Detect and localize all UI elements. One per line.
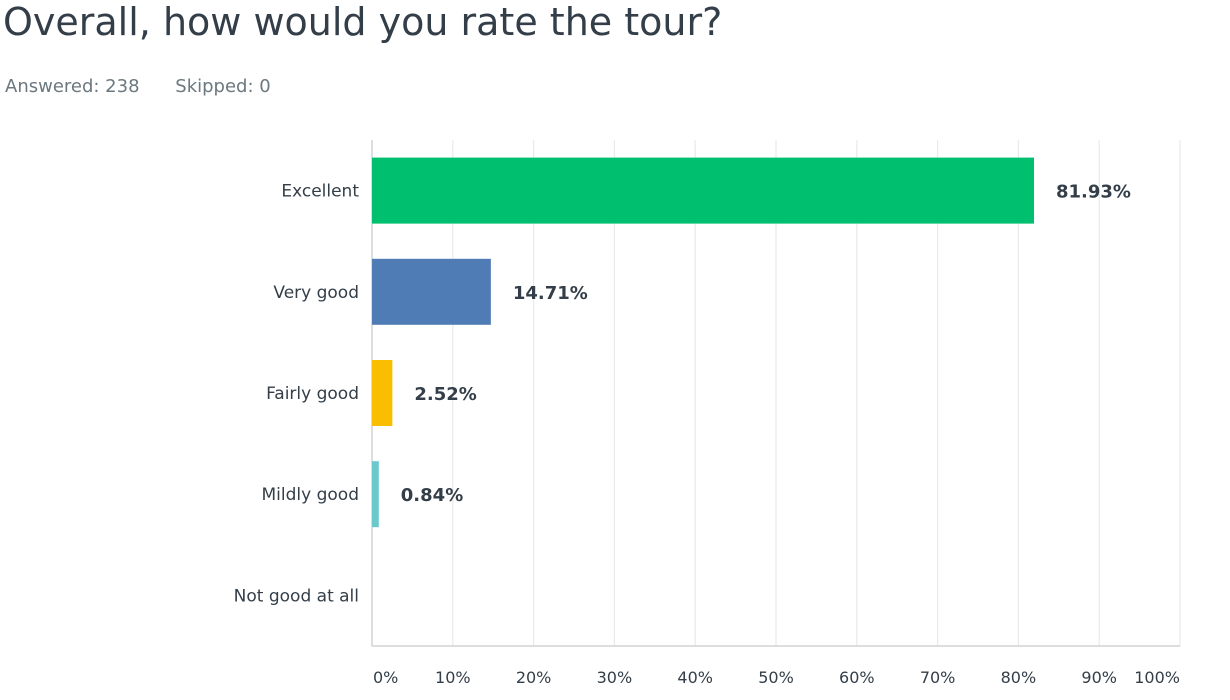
x-tick-label: 50% [758,668,794,687]
value-label: 0.84% [401,485,463,506]
category-label: Fairly good [266,384,359,404]
category-labels: Excellent Very good Fairly good Mildly good… [234,182,360,607]
bar-excellent[interactable] [372,157,1034,224]
x-tick-label: 60% [839,668,875,687]
category-label: Mildly good [262,485,359,505]
category-label: Very good [273,283,359,303]
bars [372,157,1034,528]
value-labels: 81.93% 14.71% 2.52% 0.84% [401,182,1131,507]
x-tick-label: 0% [373,668,398,687]
value-label: 2.52% [414,384,476,405]
bar-fairly-good[interactable] [372,360,393,426]
bar-mildly-good[interactable] [372,461,379,528]
x-tick-label: 90% [1081,668,1117,687]
x-tick-label: 80% [1001,668,1037,687]
skipped-count: Skipped: 0 [175,76,271,97]
x-tick-label: 100% [1134,668,1180,687]
bar-very-good[interactable] [372,258,491,325]
x-axis-tick-labels: 0% 10% 20% 30% 40% 50% 60% 70% 80% 90% 100% [373,668,1180,687]
x-tick-label: 30% [597,668,633,687]
grid-lines [371,140,1181,647]
x-tick-label: 40% [677,668,713,687]
response-stats: Answered: 238 Skipped: 0 [5,76,301,97]
x-tick-label: 10% [435,668,471,687]
value-label: 81.93% [1056,182,1131,203]
category-label: Excellent [281,182,359,202]
x-tick-label: 70% [920,668,956,687]
value-label: 14.71% [513,283,588,304]
x-tick-label: 20% [516,668,552,687]
question-title: Overall, how would you rate the tour? [3,0,723,44]
category-label: Not good at all [234,586,359,606]
answered-count: Answered: 238 [5,76,140,97]
